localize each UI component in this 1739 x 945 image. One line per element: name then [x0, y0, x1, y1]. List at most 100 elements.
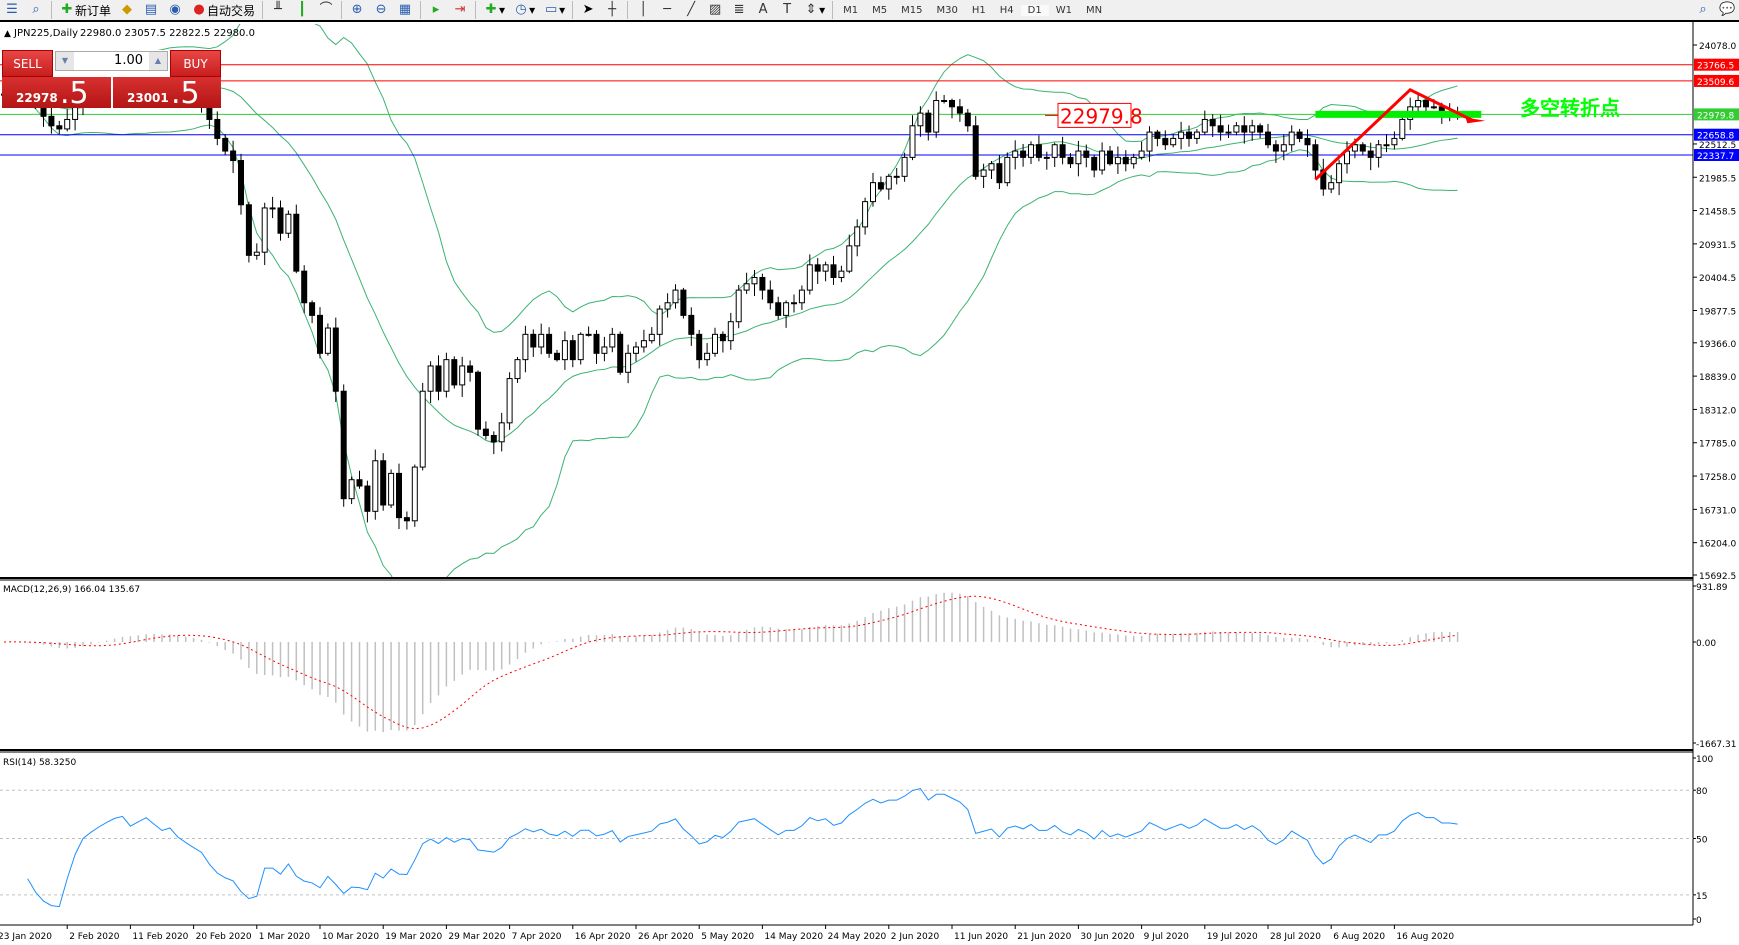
arrows-button[interactable]: ⇕ ▾: [799, 0, 829, 20]
candle-bear: [396, 472, 402, 519]
candle-bear: [719, 333, 726, 342]
lot-decrease-button[interactable]: ▼: [56, 52, 74, 70]
text-button[interactable]: A: [751, 0, 775, 20]
rsi-tick-label: 0: [1696, 916, 1702, 926]
buy-button[interactable]: BUY: [170, 50, 221, 77]
price-tick-label: 17785.0: [1699, 440, 1736, 450]
chart-shift-icon: ⇥: [454, 2, 466, 17]
timeframe-w1[interactable]: W1: [1055, 4, 1072, 16]
candle: [388, 469, 395, 509]
candle: [56, 120, 63, 135]
candle-bull: [601, 346, 608, 354]
buy-price[interactable]: 23001.5: [113, 76, 221, 111]
zoom-in-button[interactable]: ⊕: [345, 0, 369, 20]
lot-size-stepper[interactable]: ▼ 1.00 ▲: [55, 51, 168, 71]
rsi-tick-label: 15: [1696, 892, 1707, 902]
trend-arrow: [1314, 87, 1475, 181]
chart-shift-button[interactable]: ⇥: [448, 0, 472, 20]
candle: [814, 258, 821, 284]
fibonacci-button[interactable]: ≣: [727, 0, 751, 20]
candle: [561, 331, 568, 370]
candle: [1304, 129, 1311, 157]
date-label: 23 Jan 2020: [0, 932, 52, 942]
channel-button[interactable]: ▨: [703, 0, 727, 20]
candle: [593, 330, 600, 364]
templates-button[interactable]: ▭ ▾: [544, 2, 566, 17]
auto-trading-button[interactable]: ● 自动交易: [187, 0, 259, 20]
candle-bull: [348, 479, 355, 500]
sell-button[interactable]: SELL: [2, 50, 53, 77]
candle-bull: [1075, 150, 1082, 165]
candle-bear: [309, 302, 316, 316]
candle: [530, 329, 537, 357]
timeframe-m1[interactable]: M1: [843, 4, 859, 16]
candle-bull: [664, 302, 671, 310]
candle: [1193, 129, 1200, 144]
chat-button[interactable]: 💬: [1715, 0, 1739, 20]
bollinger-upper: [3, 24, 1458, 333]
terminal-button[interactable]: ▤: [139, 0, 163, 20]
date-label: 21 Jun 2020: [1017, 932, 1071, 942]
candle-bull: [1328, 182, 1335, 190]
candle: [1312, 139, 1319, 180]
tile-windows-button[interactable]: ▦: [393, 0, 417, 20]
bar-chart-button[interactable]: ╨: [266, 0, 290, 20]
vertical-line-button[interactable]: │: [631, 0, 655, 20]
text-label-button[interactable]: T: [775, 0, 799, 20]
date-label: 6 Aug 2020: [1333, 932, 1385, 942]
candle: [585, 326, 592, 337]
candle-bear: [688, 314, 695, 335]
timeframe-d1[interactable]: D1: [1020, 4, 1049, 16]
candle-bear: [1186, 131, 1192, 139]
new-order-button[interactable]: ✚ 新订单: [55, 0, 115, 20]
candle: [806, 254, 813, 295]
autoscroll-button[interactable]: ▸: [424, 0, 448, 20]
chart-symbol: JPN225,Daily: [13, 28, 78, 39]
candle-bull: [538, 333, 545, 348]
indicators-button[interactable]: ✚ ▾: [479, 0, 509, 20]
sell-price[interactable]: 22978.5: [2, 76, 111, 111]
candle: [1107, 146, 1113, 166]
candle-bear: [569, 340, 576, 361]
horizontal-line-button[interactable]: ─: [655, 0, 679, 20]
rsi-tick-label: 100: [1696, 755, 1713, 765]
timeframe-h4[interactable]: H4: [999, 4, 1014, 16]
candle: [1043, 151, 1050, 170]
timeframe-m30[interactable]: M30: [936, 4, 958, 16]
date-label: 2 Feb 2020: [69, 932, 120, 942]
candle: [601, 336, 608, 362]
timeframe-m5[interactable]: M5: [872, 4, 888, 16]
navigator-button[interactable]: ⌕: [24, 0, 48, 20]
market-watch-button[interactable]: ☰: [0, 0, 24, 20]
timeframe-m15[interactable]: M15: [901, 4, 923, 16]
signals-button[interactable]: ◉: [163, 0, 187, 20]
main-plot: 22979.8 多空转折点: [0, 24, 1693, 577]
candle-bear: [301, 270, 308, 304]
timeframe-h1[interactable]: H1: [971, 4, 986, 16]
candle: [830, 255, 837, 285]
periods-button[interactable]: ◷ ▾: [509, 0, 539, 20]
candle-chart-button[interactable]: ┃: [290, 0, 314, 20]
candle: [419, 382, 426, 471]
candle: [1367, 142, 1374, 171]
candle: [1122, 150, 1129, 172]
candle-bear: [1162, 137, 1169, 146]
metaeditor-button[interactable]: ◆: [115, 0, 139, 20]
line-chart-button[interactable]: ⌒: [314, 0, 338, 20]
candle-bear: [956, 106, 963, 114]
cursor-button[interactable]: ➤: [576, 0, 600, 20]
candle: [617, 331, 624, 375]
trendline-button[interactable]: ╱: [679, 0, 703, 20]
candle-bull: [498, 422, 505, 443]
candle: [822, 261, 829, 282]
lot-size-input[interactable]: 1.00: [114, 53, 143, 68]
lot-increase-button[interactable]: ▲: [149, 52, 167, 70]
candle-bear: [1272, 144, 1279, 152]
zoom-out-button[interactable]: ⊖: [369, 0, 393, 20]
price-tag: [1694, 108, 1739, 121]
crosshair-button[interactable]: ┼: [600, 0, 624, 20]
candle: [933, 91, 940, 138]
search-button[interactable]: ⌕: [1691, 0, 1715, 20]
timeframe-mn[interactable]: MN: [1085, 4, 1103, 16]
